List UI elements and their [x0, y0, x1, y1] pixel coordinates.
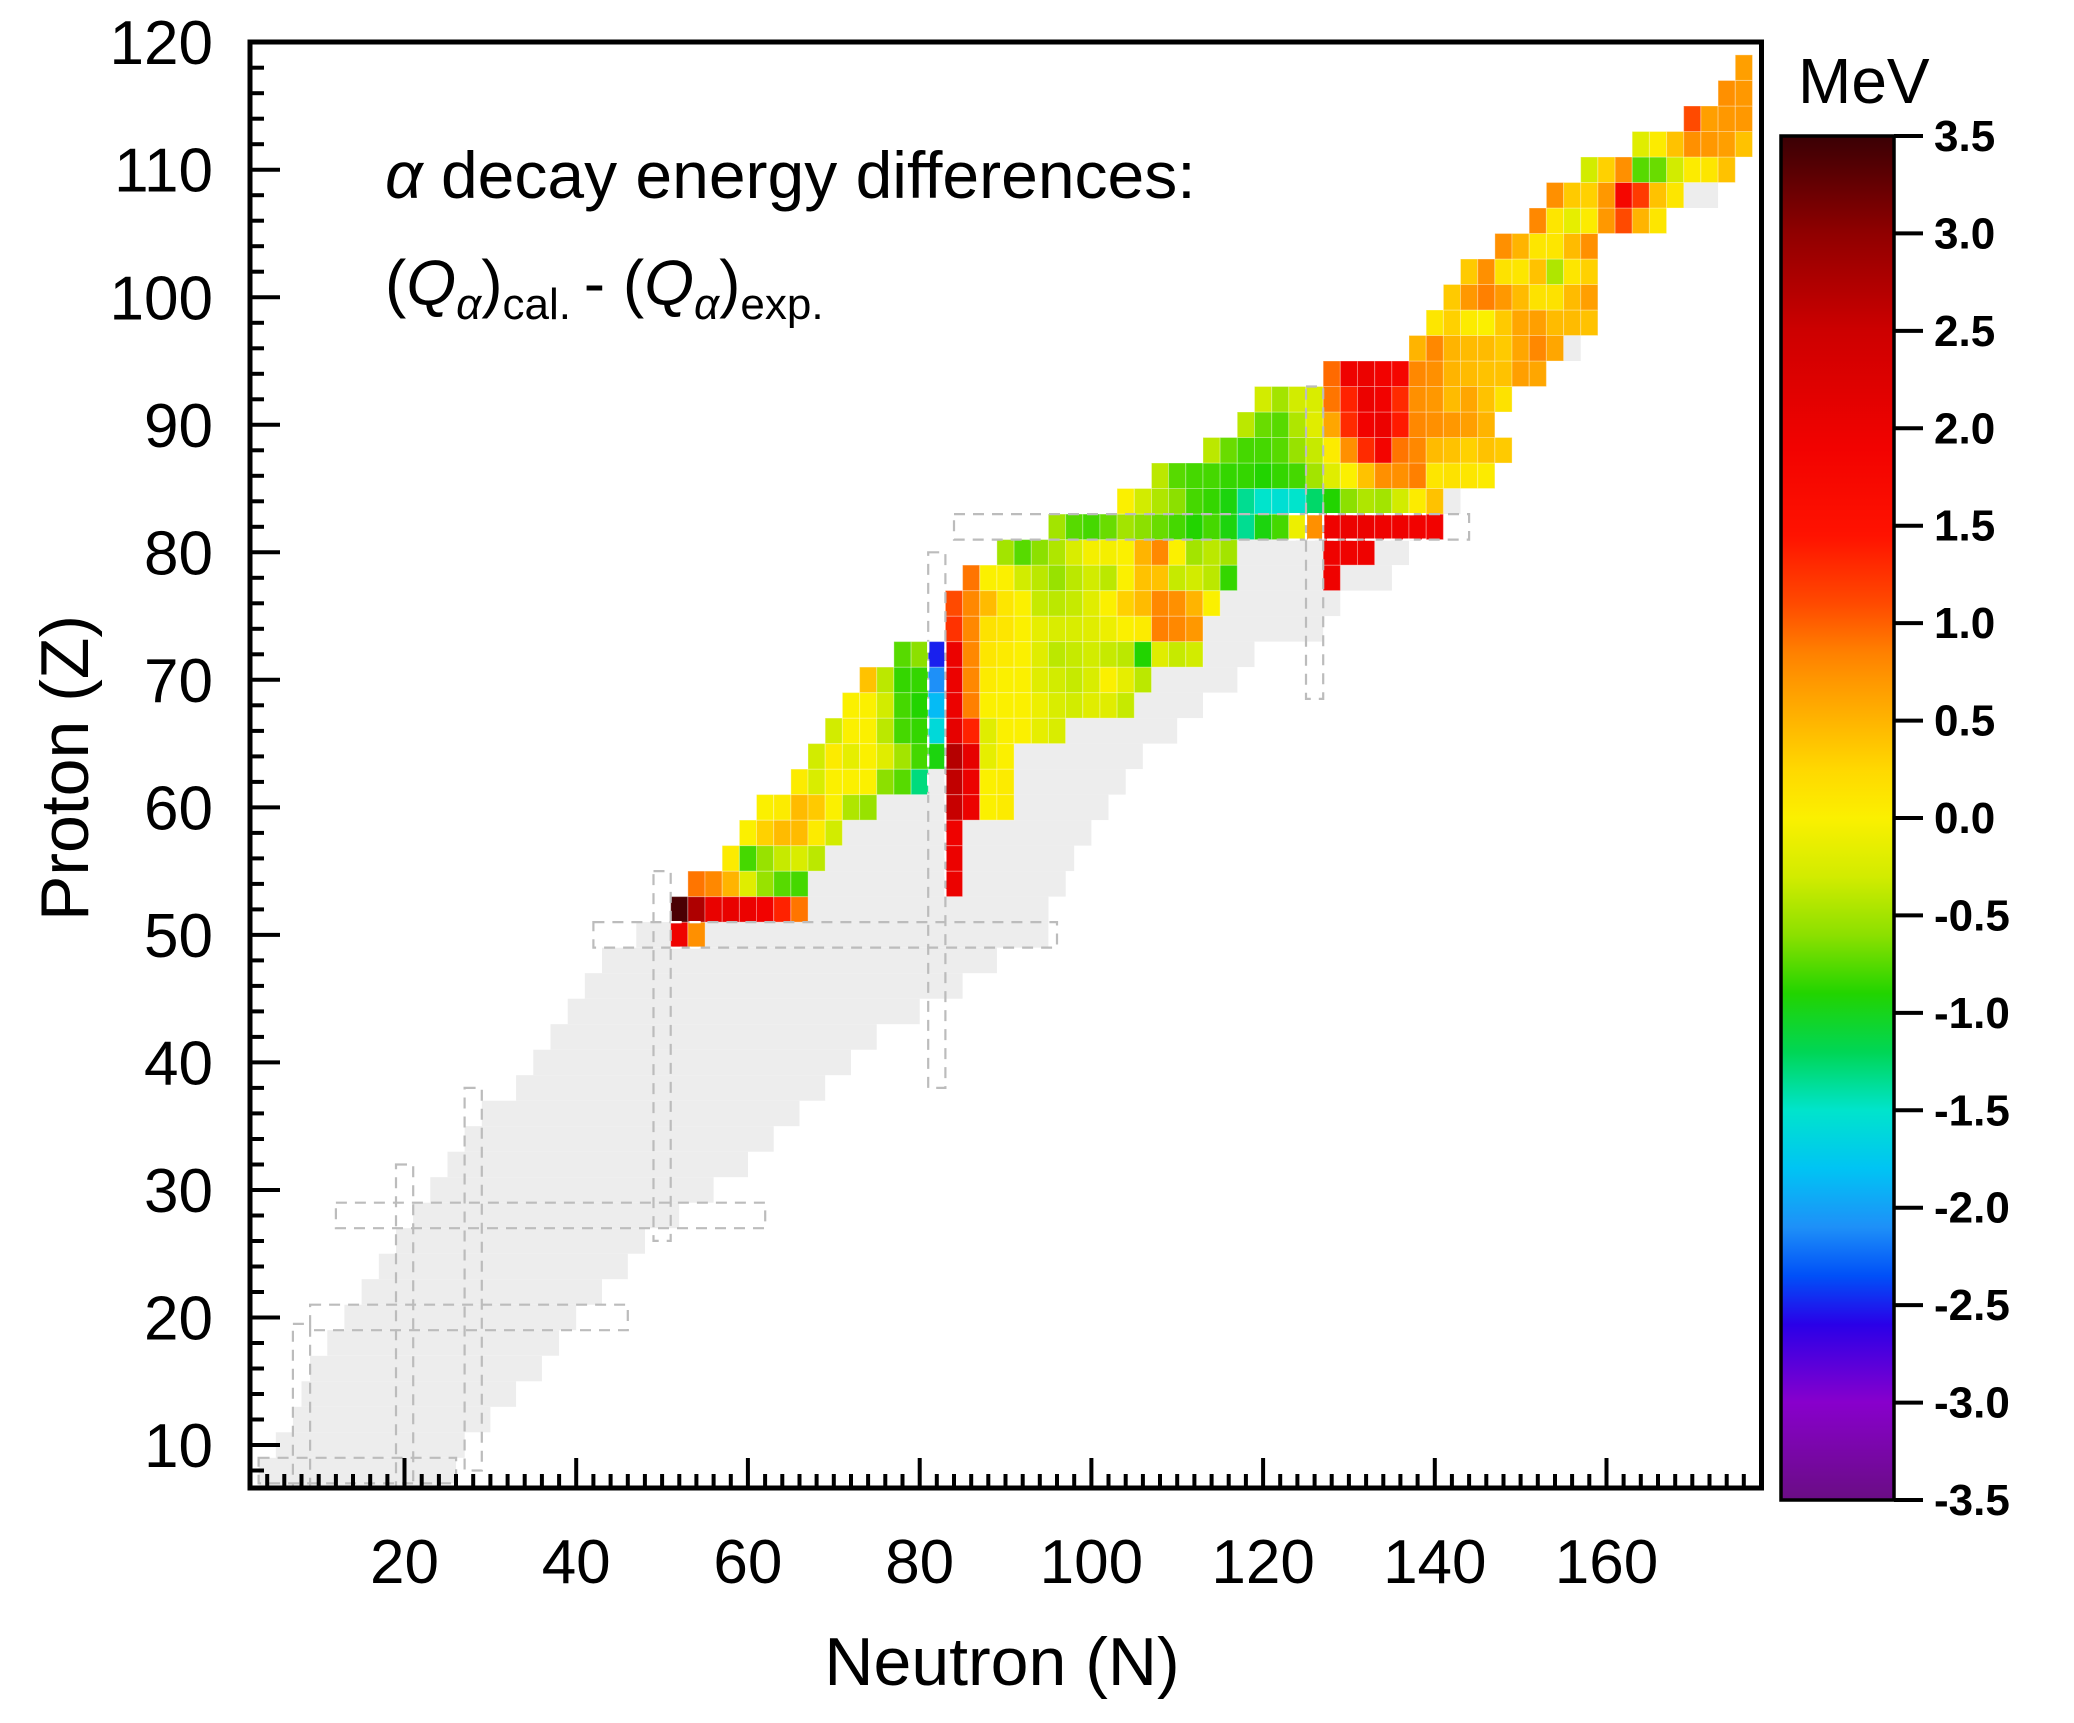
svg-text:90: 90: [144, 392, 213, 461]
svg-text:-3.5: -3.5: [1934, 1476, 2010, 1525]
svg-text:30: 30: [144, 1157, 213, 1226]
svg-text:120: 120: [1211, 1528, 1314, 1597]
svg-text:-0.5: -0.5: [1934, 891, 2010, 940]
svg-text:50: 50: [144, 902, 213, 971]
svg-text:160: 160: [1555, 1528, 1658, 1597]
svg-text:140: 140: [1383, 1528, 1486, 1597]
svg-text:40: 40: [144, 1029, 213, 1098]
svg-text:1.5: 1.5: [1934, 502, 1995, 551]
svg-text:-2.0: -2.0: [1934, 1184, 2010, 1233]
svg-text:10: 10: [144, 1412, 213, 1481]
svg-text:Proton (Z): Proton (Z): [27, 615, 103, 921]
svg-text:60: 60: [144, 774, 213, 843]
svg-text:40: 40: [542, 1528, 611, 1597]
svg-text:Neutron (N): Neutron (N): [824, 1624, 1179, 1700]
svg-text:80: 80: [885, 1528, 954, 1597]
svg-text:-3.0: -3.0: [1934, 1379, 2010, 1428]
svg-text:2.0: 2.0: [1934, 404, 1995, 453]
svg-text:3.5: 3.5: [1934, 112, 1995, 161]
svg-text:MeV: MeV: [1798, 45, 1930, 117]
svg-text:80: 80: [144, 519, 213, 588]
svg-text:0.5: 0.5: [1934, 697, 1995, 746]
svg-text:70: 70: [144, 647, 213, 716]
svg-text:100: 100: [110, 264, 213, 333]
svg-text:α decay energy differences:: α decay energy differences:: [385, 138, 1196, 212]
svg-text:20: 20: [370, 1528, 439, 1597]
svg-text:120: 120: [110, 9, 213, 78]
svg-text:20: 20: [144, 1285, 213, 1354]
svg-text:0.0: 0.0: [1934, 794, 1995, 843]
svg-text:-1.0: -1.0: [1934, 989, 2010, 1038]
svg-text:-1.5: -1.5: [1934, 1086, 2010, 1135]
svg-text:110: 110: [114, 137, 213, 206]
svg-text:2.5: 2.5: [1934, 307, 1995, 356]
svg-text:-2.5: -2.5: [1934, 1281, 2010, 1330]
svg-text:100: 100: [1040, 1528, 1143, 1597]
svg-text:60: 60: [713, 1528, 782, 1597]
svg-text:1.0: 1.0: [1934, 599, 1995, 648]
svg-text:3.0: 3.0: [1934, 209, 1995, 258]
